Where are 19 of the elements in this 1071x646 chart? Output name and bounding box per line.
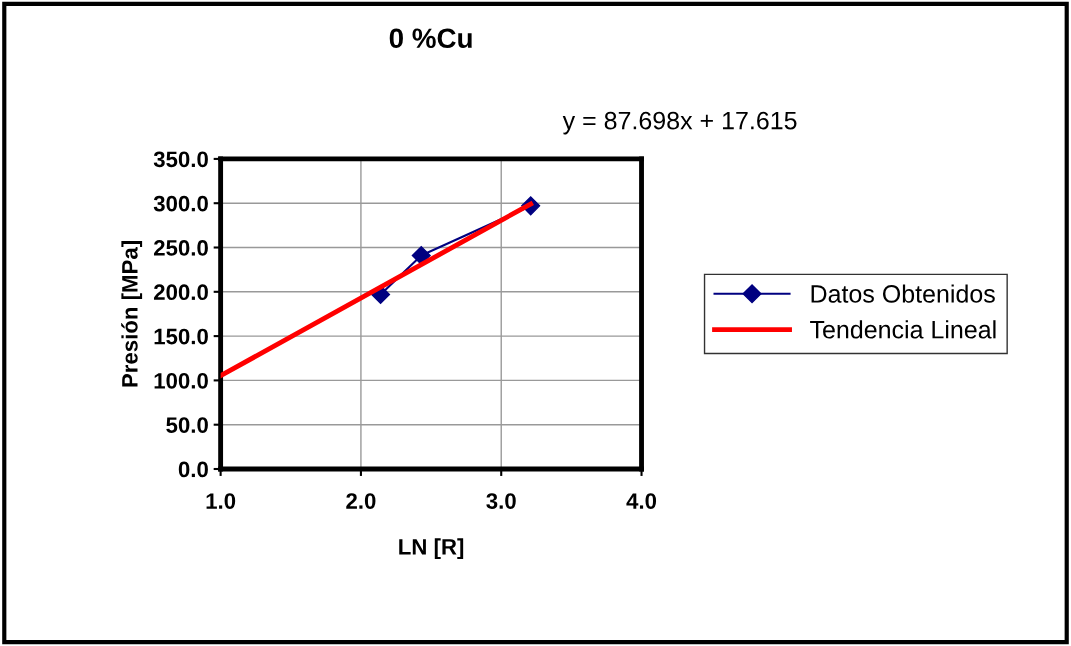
x-tick-label: 3.0 bbox=[486, 493, 516, 509]
y-tick-label: 200.0 bbox=[153, 284, 208, 301]
y-tick-label: 0.0 bbox=[178, 461, 208, 478]
text: y = 87.698x + 17.615 bbox=[562, 111, 797, 135]
y-tick-label: 300.0 bbox=[153, 195, 208, 212]
y-tick-label: 50.0 bbox=[166, 417, 208, 433]
y-tick-label: 350.0 bbox=[153, 151, 208, 168]
x-tick-label: 2.0 bbox=[346, 493, 376, 509]
chart-title: 0 %Cu bbox=[389, 28, 472, 49]
x-tick-label: 4.0 bbox=[626, 493, 657, 509]
y-tick-label: 250.0 bbox=[153, 240, 208, 256]
legend-label: Tendencia Lineal bbox=[810, 320, 996, 339]
legend-label: Datos Obtenidos bbox=[811, 284, 995, 303]
x-tick-label: 1.0 bbox=[206, 493, 236, 509]
y-tick-label: 150.0 bbox=[154, 328, 208, 345]
y-tick-label: 100.0 bbox=[154, 372, 208, 389]
x-axis-title: LN [R] bbox=[399, 538, 464, 560]
point bbox=[411, 245, 431, 266]
y-axis-title: Presión [MPa] bbox=[121, 241, 143, 387]
